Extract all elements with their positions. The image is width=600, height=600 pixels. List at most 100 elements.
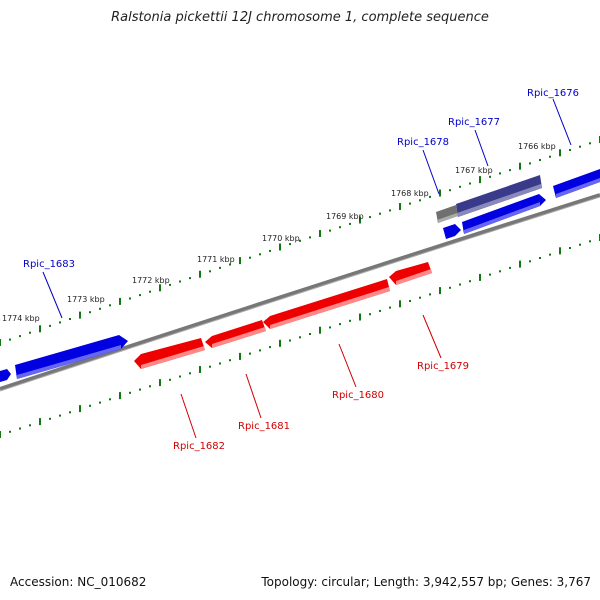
lower-track-tick <box>389 306 391 309</box>
lower-track-tick <box>399 300 401 308</box>
label-rpic-1679[interactable]: Rpic_1679 <box>417 361 469 372</box>
upper-track-tick <box>0 339 1 346</box>
upper-track-tick <box>379 212 381 215</box>
upper-track-tick <box>169 283 171 286</box>
lower-track-tick <box>109 398 111 401</box>
lower-track-tick <box>259 349 261 352</box>
reverse-strand-genes <box>134 262 432 369</box>
upper-track-tick <box>579 145 581 148</box>
upper-track-tick <box>489 175 491 178</box>
lower-track-tick <box>439 287 441 295</box>
upper-track-tick <box>129 297 131 300</box>
lower-track-tick <box>9 430 11 433</box>
lower-track-tick <box>339 323 341 326</box>
lower-track-tick <box>149 385 151 388</box>
kbp-label-1770: 1770 kbp <box>262 234 300 243</box>
lower-track-tick <box>549 253 551 256</box>
gene-labels: Rpic_1683 Rpic_1678 Rpic_1677 Rpic_1676 … <box>23 88 579 452</box>
lower-track-tick <box>529 260 531 263</box>
label-rpic-1677[interactable]: Rpic_1677 <box>448 117 500 128</box>
lower-track-tick <box>119 392 121 400</box>
lower-track-tick <box>559 247 561 255</box>
upper-track-tick <box>369 216 371 219</box>
lower-track-tick <box>169 378 171 381</box>
lower-track-tick <box>209 365 211 368</box>
lower-track-tick <box>349 319 351 322</box>
upper-track-tick <box>229 263 231 266</box>
gene-rpic-1681[interactable] <box>205 320 266 348</box>
label-rpic-1678[interactable]: Rpic_1678 <box>397 137 449 148</box>
gene-partial-left[interactable] <box>0 369 11 382</box>
label-rpic-1681[interactable]: Rpic_1681 <box>238 421 290 432</box>
lower-track-tick <box>359 313 361 321</box>
upper-track-tick <box>29 331 31 334</box>
leader-rpic-1680 <box>338 343 357 388</box>
label-rpic-1682[interactable]: Rpic_1682 <box>173 441 225 452</box>
gene-rpic-1679[interactable] <box>389 262 432 285</box>
label-rpic-1683[interactable]: Rpic_1683 <box>23 259 75 270</box>
kbp-label-1769: 1769 kbp <box>326 212 364 221</box>
upper-track-tick <box>439 189 441 197</box>
chromosome-backbone-shadow <box>0 196 600 392</box>
lower-track-tick <box>299 336 301 339</box>
kbp-label-1766: 1766 kbp <box>518 142 556 151</box>
lower-track-tick <box>199 366 201 373</box>
lower-track-tick <box>309 333 311 335</box>
leader-rpic-1676 <box>552 98 572 146</box>
lower-track-tick <box>59 414 61 417</box>
leader-rpic-1682 <box>180 393 197 439</box>
upper-track-tick <box>79 311 81 319</box>
lower-track-tick <box>219 362 221 365</box>
lower-track-tick <box>449 286 451 289</box>
leader-rpic-1677 <box>474 129 489 167</box>
upper-track-tick <box>59 321 61 324</box>
gene-rpic-1682[interactable] <box>134 338 205 369</box>
gene-rpic-1676[interactable] <box>553 169 600 198</box>
upper-track-tick <box>319 230 321 237</box>
lower-track-tick <box>509 266 511 269</box>
gene-forward-small[interactable] <box>443 224 461 239</box>
upper-track-tick <box>189 277 191 280</box>
label-rpic-1676[interactable]: Rpic_1676 <box>527 88 579 99</box>
lower-track-tick <box>589 240 591 243</box>
kbp-label-1768: 1768 kbp <box>391 189 429 198</box>
upper-track-tick <box>309 236 311 239</box>
kbp-label-1774: 1774 kbp <box>2 314 40 323</box>
lower-track-tick <box>79 405 81 413</box>
gene-rpic-1680[interactable] <box>263 279 390 329</box>
kbp-label-1771: 1771 kbp <box>197 255 235 264</box>
lower-track-tick <box>69 411 71 414</box>
upper-track-tick <box>459 185 461 188</box>
upper-track-tick <box>49 324 51 327</box>
kbp-label-1773: 1773 kbp <box>67 295 105 304</box>
upper-track-tick <box>299 239 301 242</box>
sequence-summary: Topology: circular; Length: 3,942,557 bp… <box>261 575 591 589</box>
upper-track-tick <box>499 172 501 175</box>
lower-track-tick <box>49 417 51 420</box>
upper-track-tick <box>159 284 161 292</box>
upper-track-tick <box>549 155 551 158</box>
upper-track-tick <box>539 159 541 161</box>
label-leaders <box>42 98 572 439</box>
gene-rpic-1681-shade <box>212 327 266 348</box>
upper-track-tick <box>469 182 471 185</box>
upper-track-tick <box>519 162 521 170</box>
lower-track-tick <box>469 280 471 283</box>
lower-track-tick <box>39 418 41 426</box>
upper-track-tick <box>399 203 401 210</box>
lower-track-tick <box>19 427 21 430</box>
lower-track-tick <box>579 243 581 246</box>
upper-track-tick <box>69 318 71 320</box>
upper-track-tick <box>559 149 561 157</box>
upper-track-tick <box>239 257 241 265</box>
label-rpic-1680[interactable]: Rpic_1680 <box>332 390 384 401</box>
forward-strand-genes <box>0 169 600 382</box>
upper-track-tick <box>409 202 411 205</box>
upper-track-tick <box>389 209 391 212</box>
upper-track-tick <box>39 325 41 333</box>
lower-track-tick <box>269 346 271 349</box>
lower-track-tick <box>289 339 291 342</box>
upper-track-tick <box>479 176 481 184</box>
upper-track-tick <box>109 304 111 307</box>
kbp-label-1767: 1767 kbp <box>455 166 493 175</box>
